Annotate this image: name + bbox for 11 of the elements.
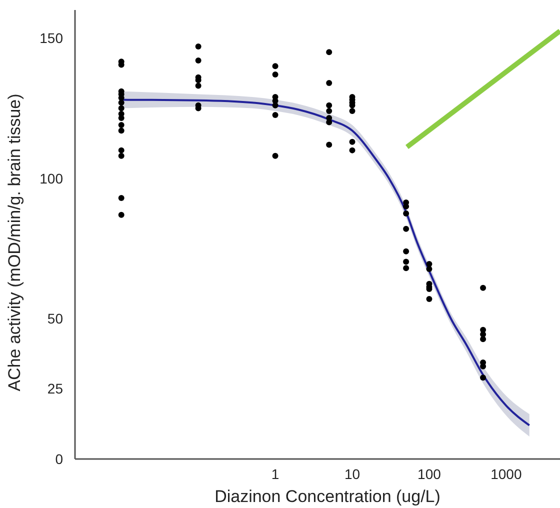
y-tick-label: 150 (40, 30, 64, 46)
y-axis-title: AChe activity (mOD/min/g. brain tissue) (5, 94, 24, 392)
y-tick-label: 100 (40, 170, 64, 186)
x-axis-title: Diazinon Concentration (ug/L) (214, 487, 440, 506)
y-tick-label: 50 (47, 310, 64, 327)
y-tick-label: 0 (55, 450, 64, 467)
x-tick-label: 1 (271, 466, 280, 482)
x-tick-label: 1000 (490, 466, 522, 482)
x-tick-label: 10 (344, 466, 360, 482)
y-tick-label: 25 (47, 380, 64, 397)
x-tick-label: 100 (418, 466, 442, 482)
